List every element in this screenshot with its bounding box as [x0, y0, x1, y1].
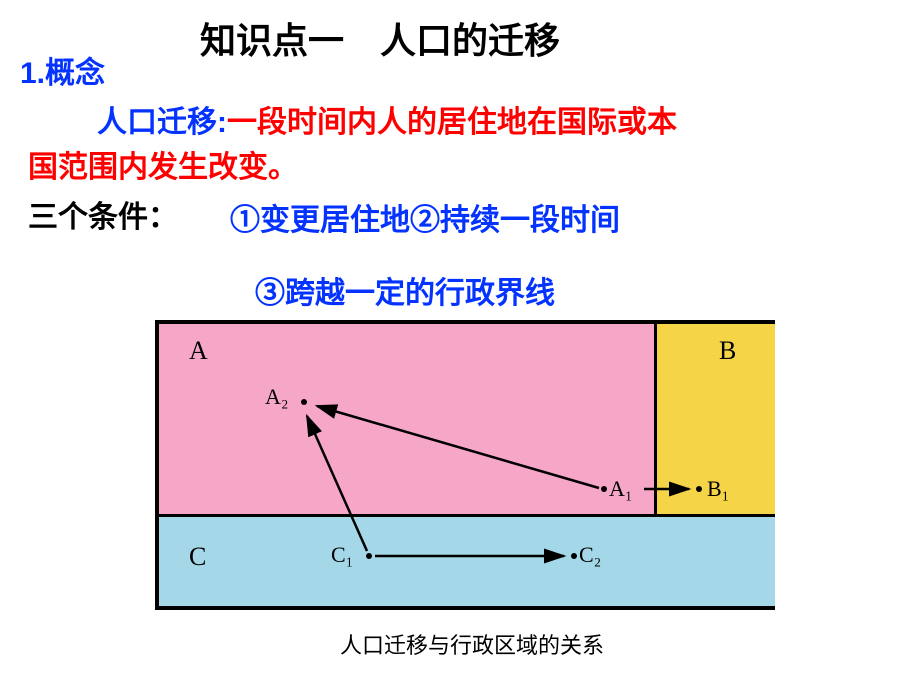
- label-c1: C₁: [331, 542, 353, 568]
- label-b1: B₁: [707, 476, 729, 502]
- point-c1: [366, 553, 372, 559]
- condition-3: ③跨越一定的行政界线: [255, 268, 555, 312]
- point-b1: [696, 486, 702, 492]
- point-a2: [301, 399, 307, 405]
- condition-1-2: ①变更居住地②持续一段时间: [230, 195, 620, 239]
- label-a1: A₁: [609, 476, 633, 502]
- label-region-a: A: [189, 336, 208, 366]
- label-a2: A₂: [265, 384, 289, 410]
- region-c: [159, 514, 775, 606]
- conditions-label: 三个条件：: [28, 192, 178, 236]
- page-title: 知识点一 人口的迁移: [200, 12, 560, 64]
- def-text2: 国范围内发生改变。: [28, 142, 298, 186]
- point-c2: [571, 553, 577, 559]
- diagram-caption: 人口迁移与行政区域的关系: [340, 628, 604, 660]
- point-a1: [601, 486, 607, 492]
- label-region-c: C: [189, 542, 206, 572]
- def-term: 人口迁移:: [97, 106, 227, 139]
- label-c2: C₂: [579, 542, 601, 568]
- def-text1: 一段时间内人的居住地在国际或本: [227, 106, 677, 139]
- def-line1: 人口迁移:一段时间内人的居住地在国际或本: [97, 97, 677, 141]
- label-region-b: B: [719, 336, 736, 366]
- section-number: 1.概念: [20, 48, 105, 92]
- migration-diagram: A B C A₁ A₂ B₁ C₁ C₂: [155, 320, 775, 610]
- region-a: [159, 324, 654, 514]
